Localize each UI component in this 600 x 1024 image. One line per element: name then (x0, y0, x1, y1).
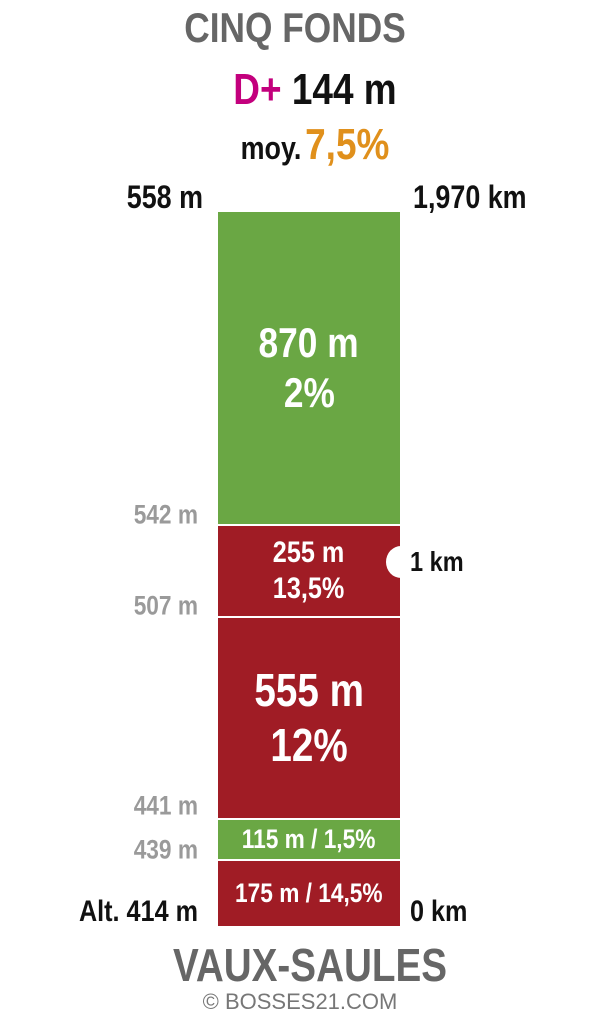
average-label: moy. (240, 130, 302, 166)
bottom-distance: 0 km (410, 895, 468, 928)
top-altitude: 558 m (126, 179, 203, 215)
segment-label: 115 m / 1,5% (242, 824, 376, 855)
segment: 870 m 2% (218, 212, 400, 524)
segment-length: 555 m (254, 663, 364, 716)
top-distance: 1,970 km (413, 179, 527, 215)
bottom-altitude: Alt. 414 m (78, 895, 198, 928)
segment: 175 m / 14,5% (218, 861, 400, 926)
segment: 555 m 12% (218, 618, 400, 818)
segment: 115 m / 1,5% (218, 820, 400, 859)
segment: 255 m 13,5% (218, 526, 400, 616)
average-value: 7,5% (305, 120, 390, 169)
segment-gradient: 2% (283, 369, 335, 416)
altitude-label: 507 m (133, 590, 198, 621)
segment-label: 175 m / 14,5% (235, 878, 383, 909)
gain: D+ 144 m (63, 68, 567, 112)
altitude-label: 542 m (133, 499, 198, 530)
title: CINQ FONDS (184, 4, 406, 51)
gain-value: 144 m (291, 65, 397, 114)
segment-gradient: 13,5% (273, 572, 345, 605)
altitude-label: 441 m (133, 790, 198, 821)
segment-length: 870 m (258, 318, 360, 366)
segment-gradient: 12% (270, 719, 348, 771)
km-marker: 1 km (410, 546, 464, 577)
credit: © BOSSES21.COM (202, 989, 398, 1014)
gain-label: D+ (233, 65, 282, 114)
average: moy. 7,5% (63, 123, 567, 167)
km-marker-dot (386, 546, 416, 578)
location-name: VAUX-SAULES (172, 939, 448, 991)
segment-length: 255 m (273, 536, 345, 569)
altitude-label: 439 m (133, 834, 198, 865)
